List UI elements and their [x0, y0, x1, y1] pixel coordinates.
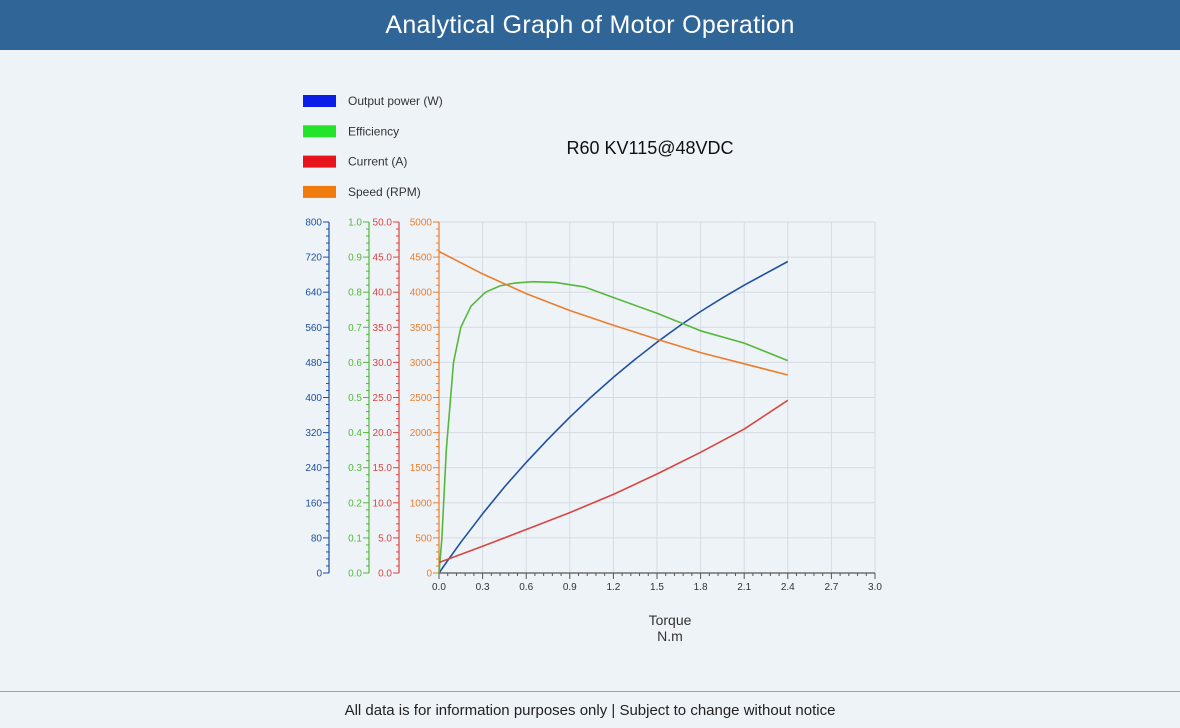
chart-grid — [439, 221, 876, 573]
y-tick-label: 4000 — [410, 288, 433, 299]
y-tick-label: 640 — [305, 288, 322, 299]
y-tick-label: 0.2 — [348, 498, 362, 509]
y-tick-label: 1000 — [410, 498, 433, 509]
y-tick-label: 45.0 — [373, 253, 393, 264]
x-tick-label: 2.7 — [824, 582, 838, 593]
y-tick-label: 560 — [305, 323, 322, 334]
x-tick-label: 0.0 — [432, 582, 446, 593]
y-tick-label: 0.3 — [348, 463, 362, 474]
y-tick-label: 25.0 — [373, 393, 393, 404]
legend-swatch — [303, 125, 336, 138]
y-tick-label: 480 — [305, 358, 322, 369]
page-title: Analytical Graph of Motor Operation — [385, 10, 795, 39]
y-tick-label: 0.0 — [348, 569, 362, 580]
y-tick-label: 15.0 — [373, 463, 393, 474]
x-tick-label: 3.0 — [868, 582, 882, 593]
y-tick-label: 0.0 — [378, 569, 392, 580]
y-tick-label: 320 — [305, 428, 322, 439]
x-tick-label: 0.9 — [563, 582, 577, 593]
y-tick-label: 2000 — [410, 428, 433, 439]
x-tick-label: 1.5 — [650, 582, 664, 593]
y-tick-label: 2500 — [410, 393, 433, 404]
y-tick-label: 50.0 — [373, 218, 393, 229]
x-axis-unit: N.m — [657, 628, 683, 644]
x-tick-label: 2.4 — [781, 582, 795, 593]
y-tick-label: 40.0 — [373, 288, 393, 299]
y-tick-label: 720 — [305, 253, 322, 264]
y-tick-label: 1.0 — [348, 218, 362, 229]
efficiency-line — [438, 280, 789, 574]
legend-label: Speed (RPM) — [348, 185, 421, 199]
current-line — [438, 399, 789, 564]
y-tick-label: 4500 — [410, 253, 433, 264]
chart-legend: Output power (W) Efficiency Current (A) Spe… — [303, 94, 443, 199]
y-tick-label: 0 — [316, 569, 322, 580]
speed-line — [438, 250, 788, 376]
y-tick-label: 400 — [305, 393, 322, 404]
y-tick-label: 800 — [305, 218, 322, 229]
y-tick-label: 0.9 — [348, 253, 362, 264]
disclaimer-text: All data is for information purposes onl… — [344, 701, 836, 719]
y-tick-label: 5000 — [410, 218, 433, 229]
x-tick-label: 1.2 — [606, 582, 620, 593]
x-tick-label: 1.8 — [694, 582, 708, 593]
x-tick-label: 2.1 — [737, 582, 751, 593]
y-tick-label: 80 — [311, 533, 323, 544]
y-tick-label: 30.0 — [373, 358, 393, 369]
page-footer: All data is for information purposes onl… — [0, 691, 1180, 728]
y-tick-label: 500 — [415, 533, 432, 544]
power-line — [438, 260, 789, 574]
y-tick-label: 0.8 — [348, 288, 362, 299]
chart-title: R60 KV115@48VDC — [566, 138, 733, 158]
legend-swatch — [303, 155, 336, 168]
y-tick-label: 0 — [426, 569, 432, 580]
legend-swatch — [303, 185, 336, 198]
legend-swatch — [303, 95, 336, 107]
y-tick-label: 240 — [305, 463, 322, 474]
y-tick-label: 0.5 — [348, 393, 362, 404]
y-tick-label: 35.0 — [373, 323, 393, 334]
legend-label: Current (A) — [348, 155, 407, 169]
x-axis-label: Torque — [649, 612, 692, 628]
y-tick-label: 1500 — [410, 463, 433, 474]
y-tick-label: 0.6 — [348, 358, 362, 369]
x-tick-label: 0.3 — [476, 582, 490, 593]
y-tick-label: 20.0 — [373, 428, 393, 439]
y-tick-label: 3500 — [410, 323, 433, 334]
y-tick-label: 5.0 — [378, 533, 392, 544]
y-tick-label: 0.1 — [348, 533, 362, 544]
chart-series — [438, 250, 789, 574]
legend-label: Output power (W) — [348, 94, 443, 108]
chart-axes: 0 80 160 240 320 400 480 560 640 720 800 0.0 0.1 0.2 0… — [305, 218, 882, 594]
page-header: Analytical Graph of Motor Operation — [0, 0, 1180, 50]
y-tick-label: 3000 — [410, 358, 433, 369]
legend-label: Efficiency — [348, 124, 399, 138]
y-tick-label: 0.4 — [348, 428, 362, 439]
y-tick-label: 10.0 — [373, 498, 393, 509]
x-tick-label: 0.6 — [519, 582, 533, 593]
y-tick-label: 160 — [305, 498, 322, 509]
y-tick-label: 0.7 — [348, 323, 362, 334]
motor-chart: Output power (W) Efficiency Current (A) Spe… — [303, 94, 882, 644]
